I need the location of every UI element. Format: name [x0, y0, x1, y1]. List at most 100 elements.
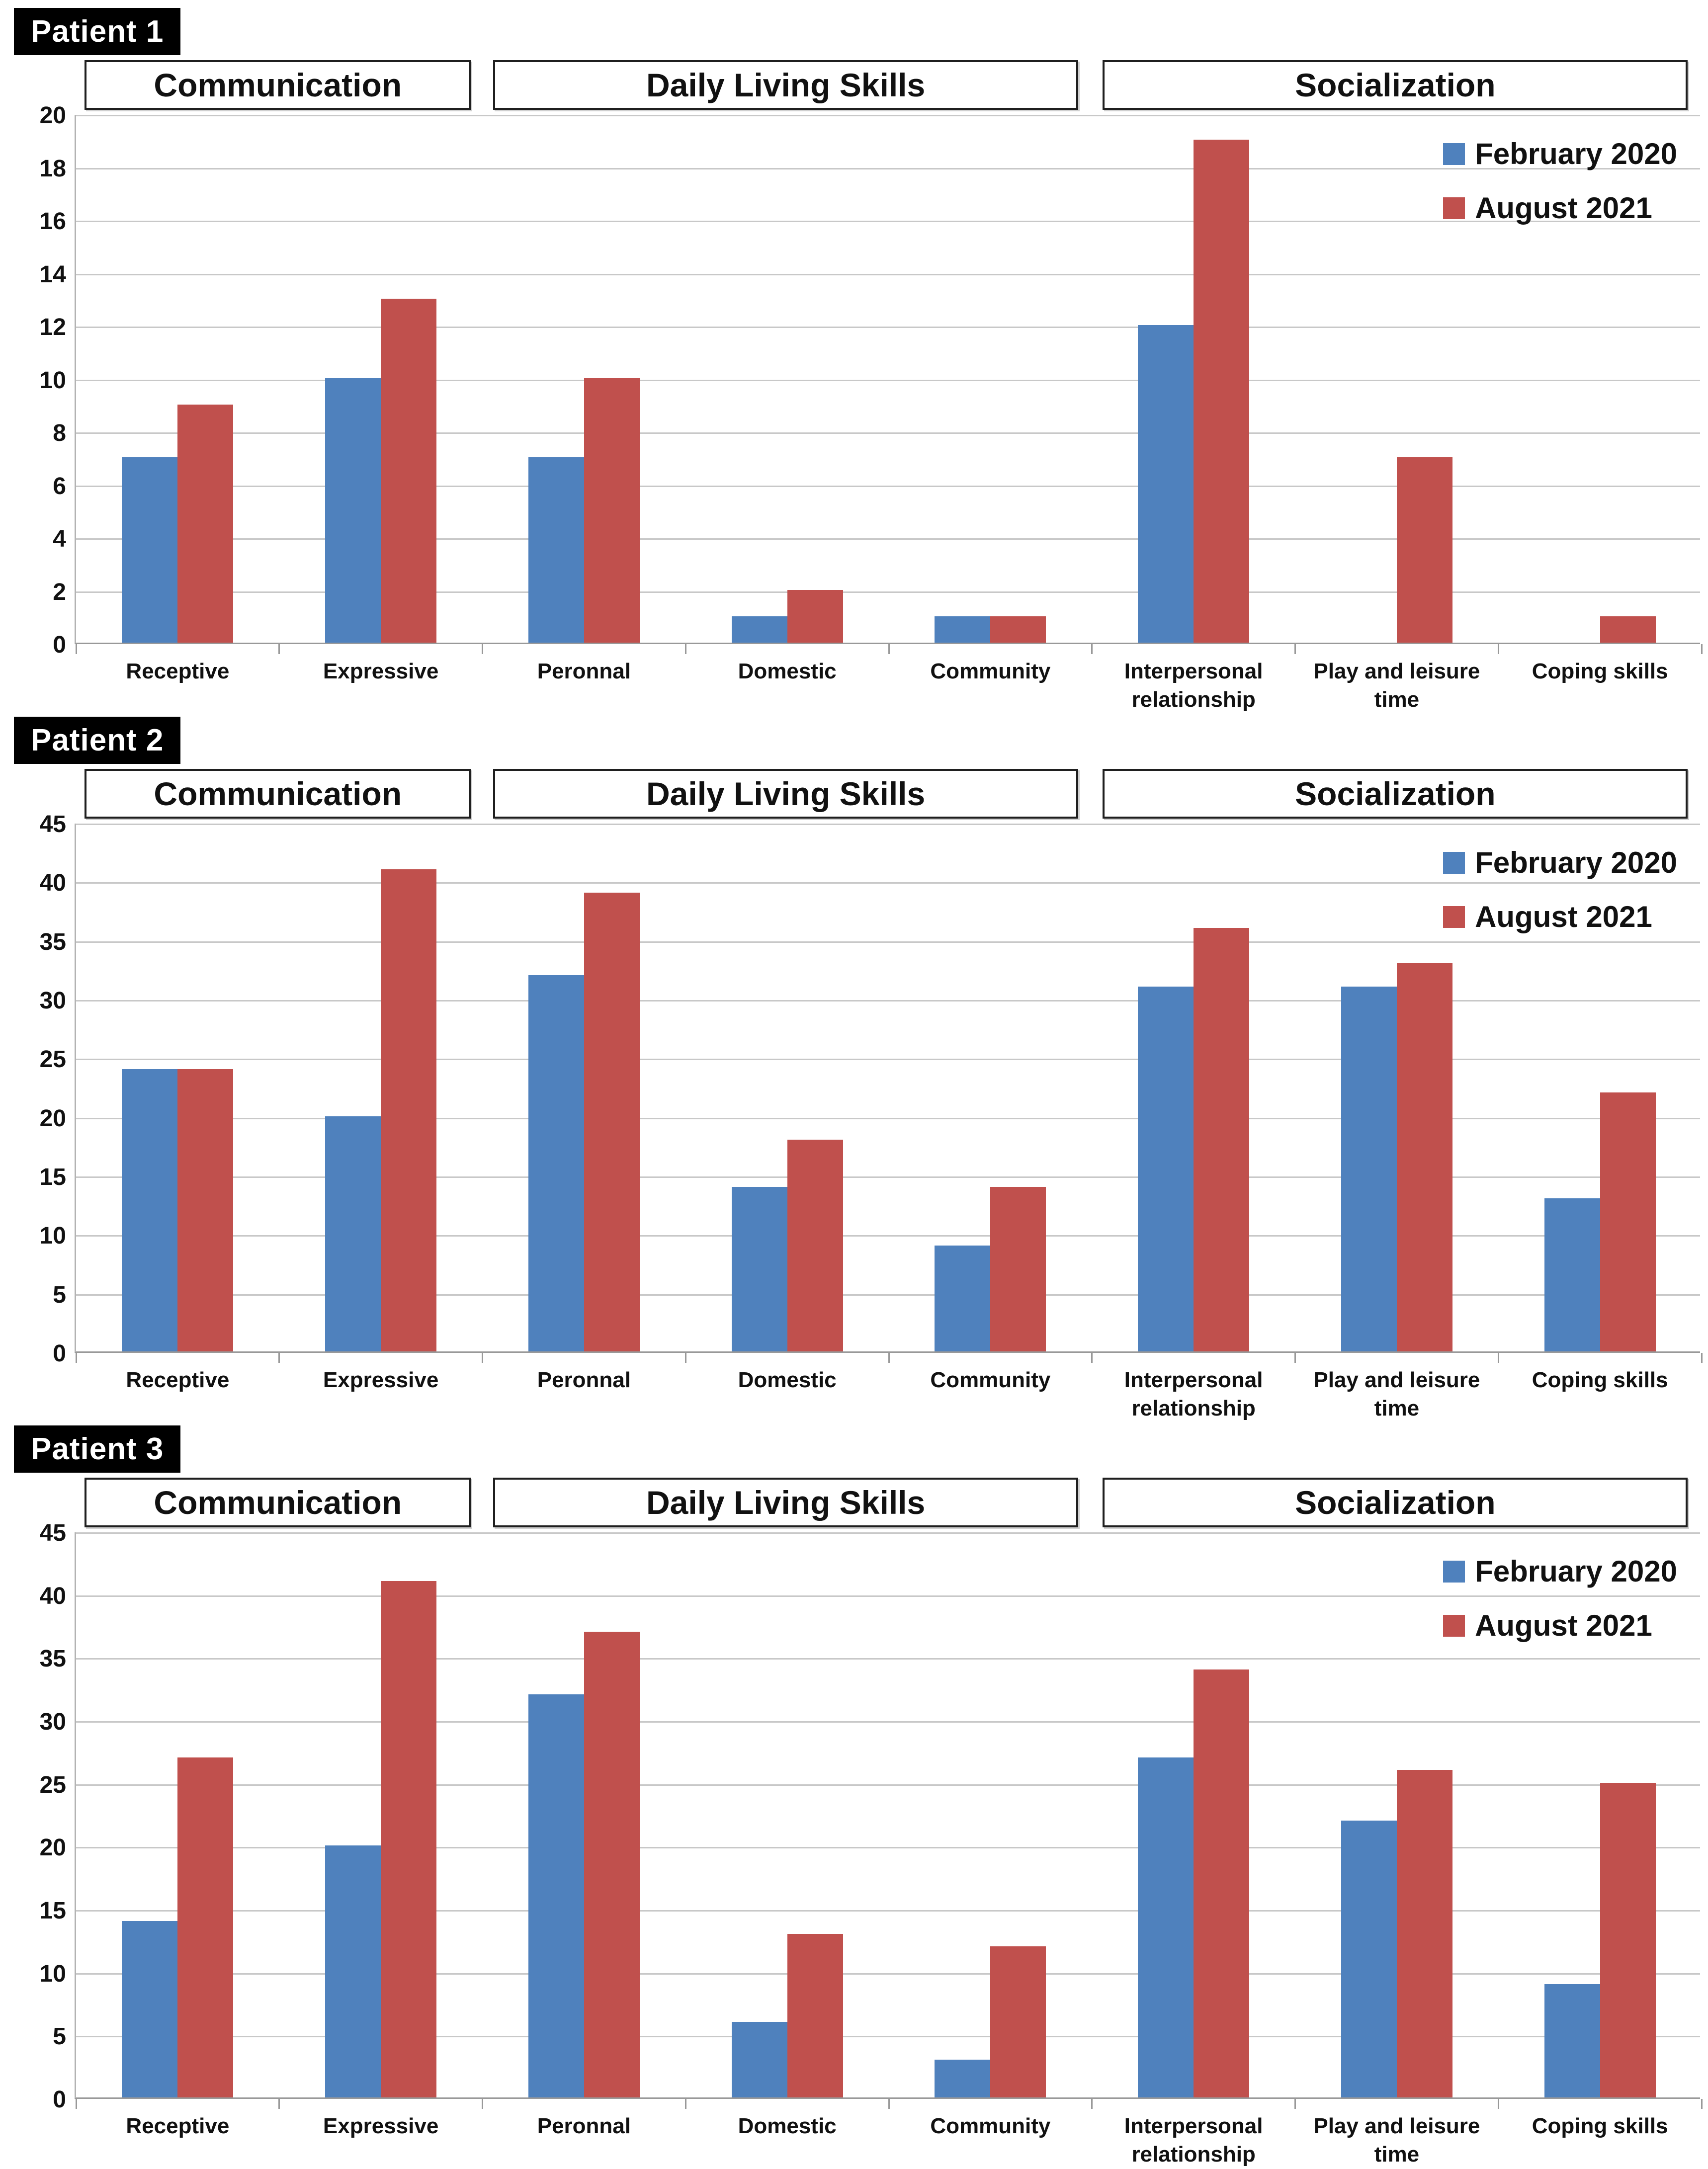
bar-august-2021	[584, 1631, 640, 2097]
legend-series-label: February 2020	[1475, 846, 1677, 879]
bar-february-2020	[325, 378, 381, 643]
x-axis-tick	[1091, 2099, 1093, 2109]
bar-february-2020	[1138, 987, 1194, 1351]
x-axis-category-label-line: Domestic	[738, 659, 837, 683]
x-axis-category-label: Peronnal	[463, 2112, 706, 2140]
x-axis-category-label-line: Community	[930, 659, 1051, 683]
x-axis-category-label-line: relationship	[1131, 1396, 1256, 1421]
legend-color-swatch-icon	[1443, 1560, 1465, 1583]
patient-2-chart: Communication Daily Living Skills Socializ…	[0, 769, 1708, 1420]
legend-item: August 2021	[1443, 1608, 1677, 1643]
bar-august-2021	[381, 1581, 437, 2097]
gridline	[76, 167, 1700, 169]
y-axis-tick-label: 18	[39, 155, 66, 182]
bar-february-2020	[1138, 1757, 1194, 2097]
bar-february-2020	[731, 616, 787, 643]
x-axis-category-label: Receptive	[56, 2112, 299, 2140]
bar-august-2021	[381, 298, 437, 643]
y-axis-tick-label: 45	[39, 1520, 66, 1546]
x-axis-tick	[1701, 2099, 1703, 2109]
gridline	[76, 1658, 1700, 1660]
y-axis-tick-label: 20	[39, 102, 66, 129]
y-axis-tick-label: 6	[53, 473, 66, 500]
x-axis-category-label: Play and leisure time	[1276, 657, 1519, 714]
x-axis-category-label-line: time	[1374, 1396, 1420, 1421]
legend-item: February 2020	[1443, 845, 1677, 880]
gridline	[76, 1117, 1700, 1119]
legend-series-label: February 2020	[1475, 137, 1677, 170]
y-axis-tick-label: 20	[39, 1835, 66, 1861]
bar-february-2020	[731, 2022, 787, 2097]
x-axis-tick	[1091, 1353, 1093, 1363]
x-axis-category-label: Domestic	[666, 2112, 909, 2140]
bar-august-2021	[177, 1069, 234, 1351]
bar-february-2020	[122, 1921, 178, 2097]
x-axis-tick	[278, 644, 280, 654]
y-axis-tick-label: 10	[39, 1960, 66, 1987]
legend-color-swatch-icon	[1443, 197, 1465, 219]
plot-area: 0 5 10 15 20 25 30 35 40 45 Receptive Expressive Per…	[40, 1521, 1703, 2167]
x-axis-category-label-line: Expressive	[323, 1368, 439, 1392]
x-axis-category-label: Receptive	[56, 1366, 299, 1394]
bar-august-2021	[381, 869, 437, 1351]
gridline	[76, 1000, 1700, 1001]
x-axis-tick	[1091, 644, 1093, 654]
y-axis-tick-label: 4	[53, 526, 66, 552]
x-axis-category-label-line: Play and leisure	[1313, 2114, 1480, 2138]
bar-february-2020	[122, 457, 178, 643]
bar-february-2020	[935, 616, 991, 643]
legend: February 2020 August 2021	[1443, 1554, 1677, 1663]
bar-february-2020	[325, 1116, 381, 1351]
x-axis-tick	[482, 644, 483, 654]
x-axis-category-label: Peronnal	[463, 1366, 706, 1394]
domain-header-daily-living-skills: Daily Living Skills	[493, 769, 1079, 819]
bar-august-2021	[990, 1946, 1046, 2097]
bar-august-2021	[1396, 1770, 1452, 2097]
legend-series-label: February 2020	[1475, 1555, 1677, 1588]
x-axis-category-label-line: Interpersonal	[1124, 1368, 1263, 1392]
x-axis-tick	[1701, 644, 1703, 654]
x-axis-category-label-line: Peronnal	[537, 659, 631, 683]
x-axis-category-label: Community	[869, 1366, 1112, 1394]
x-axis-category-label: Expressive	[259, 2112, 503, 2140]
x-axis-category-label: Play and leisure time	[1276, 2112, 1519, 2169]
legend-color-swatch-icon	[1443, 851, 1465, 874]
x-axis-tick	[1294, 2099, 1296, 2109]
gridline	[76, 1721, 1700, 1723]
legend-item: August 2021	[1443, 191, 1677, 225]
bar-august-2021	[1600, 1782, 1656, 2097]
bar-february-2020	[1544, 1984, 1600, 2097]
bar-february-2020	[935, 2060, 991, 2097]
x-axis-category-label-line: Play and leisure	[1313, 1368, 1480, 1392]
x-axis-category-label-line: Interpersonal	[1124, 2114, 1263, 2138]
gridline	[76, 221, 1700, 222]
x-axis-tick	[75, 1353, 77, 1363]
bar-august-2021	[1600, 1092, 1656, 1351]
x-axis-tick	[482, 1353, 483, 1363]
x-axis-category-label-line: time	[1374, 687, 1420, 712]
patient-3-section: Patient 3 Communication Daily Living Skil…	[0, 1418, 1708, 2167]
gridline	[76, 1176, 1700, 1178]
gridline	[76, 1784, 1700, 1786]
gridline	[76, 941, 1700, 943]
gridline	[76, 824, 1700, 825]
gridline	[76, 327, 1700, 328]
x-axis-category-label-line: Domestic	[738, 2114, 837, 2138]
legend-color-swatch-icon	[1443, 1614, 1465, 1637]
y-axis-tick-label: 15	[39, 1898, 66, 1924]
bar-february-2020	[528, 457, 584, 643]
patient-2-section: Patient 2 Communication Daily Living Skil…	[0, 709, 1708, 1420]
x-axis-tick	[1497, 1353, 1499, 1363]
legend-item: February 2020	[1443, 137, 1677, 171]
x-axis-tick	[1497, 644, 1499, 654]
bar-february-2020	[935, 1246, 991, 1351]
patient-3-chart: Communication Daily Living Skills Socializ…	[0, 1478, 1708, 2167]
x-axis-tick	[1294, 644, 1296, 654]
y-axis-tick-label: 30	[39, 988, 66, 1014]
bar-august-2021	[584, 893, 640, 1351]
x-axis-category-label-line: relationship	[1131, 2142, 1256, 2167]
y-axis-tick-label: 15	[39, 1164, 66, 1190]
bar-august-2021	[1396, 457, 1452, 643]
x-axis-tick	[888, 1353, 890, 1363]
bar-august-2021	[177, 1757, 234, 2097]
